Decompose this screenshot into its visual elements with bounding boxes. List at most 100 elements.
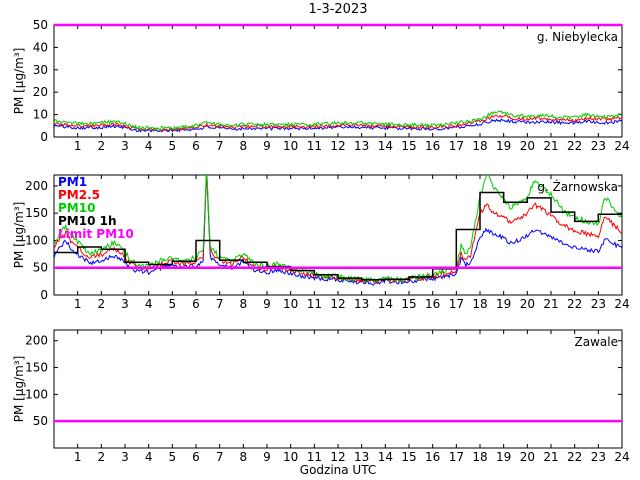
svg-text:150: 150 [25,206,48,220]
legend-item-pm10-1h: PM10 1h [58,214,117,228]
svg-text:14: 14 [378,450,393,464]
svg-text:23: 23 [591,450,606,464]
svg-text:16: 16 [425,139,440,153]
svg-text:16: 16 [425,297,440,311]
svg-text:2: 2 [98,450,106,464]
svg-text:4: 4 [145,139,153,153]
svg-text:3: 3 [121,450,129,464]
svg-text:12: 12 [330,139,345,153]
svg-text:11: 11 [307,139,322,153]
svg-text:1: 1 [74,297,82,311]
zarnowska-axes-box [53,174,623,296]
svg-text:50: 50 [33,261,48,275]
svg-text:30: 30 [33,63,48,77]
zawale-axes-box [53,329,623,449]
svg-text:9: 9 [263,139,271,153]
xlabel: Godzina UTC [299,463,377,477]
zarnowska-subplot: 1 2 3 4 5 6 7 8 9 10 11 12 13 14 15 16 17 18 19 20 21 22 23 240… [25,174,630,311]
svg-text:24: 24 [614,139,629,153]
svg-text:7: 7 [216,297,224,311]
svg-text:0: 0 [40,288,48,302]
svg-text:18: 18 [472,139,487,153]
svg-text:7: 7 [216,450,224,464]
svg-text:9: 9 [263,297,271,311]
svg-text:50: 50 [33,18,48,32]
svg-text:4: 4 [145,297,153,311]
legend-item-limit-pm10: Limit PM10 [58,227,134,241]
svg-text:11: 11 [307,450,322,464]
svg-text:22: 22 [567,297,582,311]
niebylecka-tick-labels: 1 2 3 4 5 6 7 8 9 10 11 12 13 14 15 16 17 18 19 20 21 22 23 240… [33,18,630,153]
svg-text:8: 8 [240,450,248,464]
svg-text:200: 200 [25,179,48,193]
svg-text:18: 18 [472,450,487,464]
ylabel-niebylecka: PM [µg/m³] [12,47,26,115]
legend-item-pm10: PM10 [58,201,96,215]
svg-text:16: 16 [425,450,440,464]
svg-text:21: 21 [543,297,558,311]
svg-text:24: 24 [614,450,629,464]
svg-text:12: 12 [330,450,345,464]
svg-text:13: 13 [354,139,369,153]
svg-text:5: 5 [169,297,177,311]
zawale-subplot: 1 2 3 4 5 6 7 8 9 10 11 12 13 14 15 16 17 18 19 20 21 22 23 245… [25,329,630,464]
station-label-zawale: Zawale [574,335,618,349]
svg-text:20: 20 [520,450,535,464]
svg-text:40: 40 [33,40,48,54]
svg-text:10: 10 [33,108,48,122]
svg-text:19: 19 [496,297,511,311]
svg-text:24: 24 [614,297,629,311]
svg-text:23: 23 [591,139,606,153]
svg-text:10: 10 [283,297,298,311]
svg-text:17: 17 [449,139,464,153]
zarnowska-tick-labels: 1 2 3 4 5 6 7 8 9 10 11 12 13 14 15 16 17 18 19 20 21 22 23 240… [25,179,630,311]
svg-text:11: 11 [307,297,322,311]
svg-text:19: 19 [496,139,511,153]
svg-text:4: 4 [145,450,153,464]
svg-text:1: 1 [74,450,82,464]
svg-text:10: 10 [283,139,298,153]
svg-text:6: 6 [192,139,200,153]
svg-text:0: 0 [40,130,48,144]
ylabel-zawale: PM [µg/m³] [12,355,26,423]
svg-text:3: 3 [121,139,129,153]
legend-item-pm1: PM1 [58,175,88,189]
zarnowska-ticks [54,175,623,296]
svg-text:17: 17 [449,450,464,464]
svg-text:150: 150 [25,361,48,375]
svg-text:100: 100 [25,387,48,401]
svg-text:10: 10 [283,450,298,464]
svg-text:18: 18 [472,297,487,311]
svg-text:21: 21 [543,450,558,464]
station-label-niebylecka: g. Niebylecka [536,30,618,44]
svg-text:23: 23 [591,297,606,311]
chart-title: 1-3-2023 [308,2,368,17]
svg-text:15: 15 [401,297,416,311]
svg-text:50: 50 [33,414,48,428]
svg-text:7: 7 [216,139,224,153]
svg-text:12: 12 [330,297,345,311]
ylabel-zarnowska: PM [µg/m³] [12,201,26,269]
svg-text:5: 5 [169,450,177,464]
zawale-tick-labels: 1 2 3 4 5 6 7 8 9 10 11 12 13 14 15 16 17 18 19 20 21 22 23 245… [25,334,630,464]
pm1-series-niebylecka [54,118,622,133]
legend-item-pm25: PM2.5 [58,188,100,202]
pm10-1h-series-zarnowska [54,191,622,281]
svg-text:14: 14 [378,297,393,311]
svg-text:100: 100 [25,233,48,247]
svg-text:2: 2 [98,297,106,311]
svg-text:14: 14 [378,139,393,153]
svg-text:17: 17 [449,297,464,311]
svg-text:21: 21 [543,139,558,153]
svg-text:9: 9 [263,450,271,464]
niebylecka-ticks [54,24,623,138]
svg-text:8: 8 [240,139,248,153]
station-label-zarnowska: g. Żarnowska [537,180,618,194]
svg-text:6: 6 [192,450,200,464]
pm1-series-zarnowska [54,175,622,286]
svg-text:22: 22 [567,139,582,153]
svg-text:15: 15 [401,450,416,464]
svg-text:20: 20 [33,85,48,99]
